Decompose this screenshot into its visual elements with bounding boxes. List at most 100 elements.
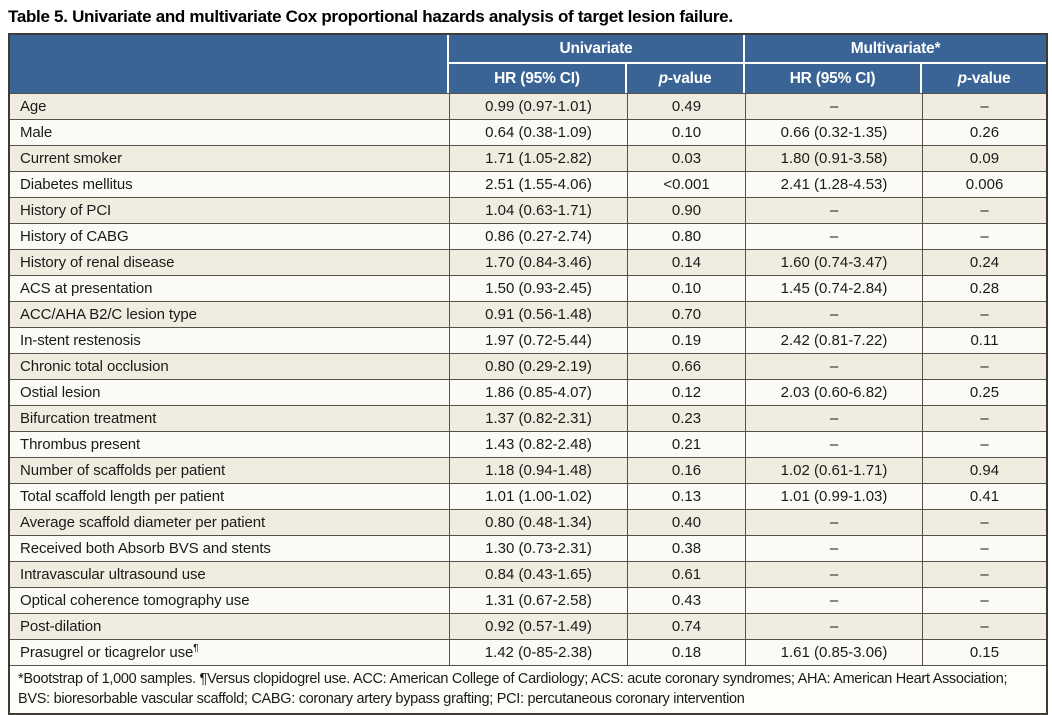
multivariate-hr-cell: – <box>745 405 923 431</box>
multivariate-hr-cell: – <box>745 509 923 535</box>
multivariate-p-value-header: p-value <box>922 64 1047 93</box>
table-row: Received both Absorb BVS and stents 1.30… <box>10 535 1047 561</box>
multivariate-hr-cell: 1.80 (0.91-3.58) <box>745 145 923 171</box>
multivariate-p-cell: 0.24 <box>922 249 1047 275</box>
multivariate-p-cell: 0.28 <box>922 275 1047 301</box>
row-label-cell: Diabetes mellitus <box>10 171 449 197</box>
row-label: Optical coherence tomography use <box>20 592 250 609</box>
univariate-p-cell: 0.12 <box>627 379 746 405</box>
row-label: ACC/AHA B2/C lesion type <box>20 306 197 323</box>
univariate-hr-cell: 0.91 (0.56-1.48) <box>449 301 627 327</box>
univariate-p-cell: <0.001 <box>627 171 746 197</box>
p-label-rest: -value <box>966 69 1011 87</box>
row-label-cell: Male <box>10 119 449 145</box>
row-label-cell: Prasugrel or ticagrelor use¶ <box>10 639 449 665</box>
univariate-hr-cell: 0.64 (0.38-1.09) <box>449 119 627 145</box>
univariate-hr-cell: 1.86 (0.85-4.07) <box>449 379 627 405</box>
table-row: Current smoker 1.71 (1.05-2.82) 0.03 1.8… <box>10 145 1047 171</box>
row-label-cell: Post-dilation <box>10 613 449 639</box>
table-row: History of PCI 1.04 (0.63-1.71) 0.90 – – <box>10 197 1047 223</box>
multivariate-hr-cell: 0.66 (0.32-1.35) <box>745 119 923 145</box>
row-label-cell: Current smoker <box>10 145 449 171</box>
multivariate-group-header: Multivariate* <box>745 35 1047 64</box>
row-label: Male <box>20 124 53 141</box>
multivariate-p-cell: – <box>922 223 1047 249</box>
multivariate-p-cell: 0.25 <box>922 379 1047 405</box>
univariate-p-cell: 0.38 <box>627 535 746 561</box>
multivariate-hr-cell: – <box>745 301 923 327</box>
row-label: Received both Absorb BVS and stents <box>20 540 271 557</box>
p-label-italic: p <box>658 69 668 87</box>
row-label-cell: Average scaffold diameter per patient <box>10 509 449 535</box>
univariate-p-cell: 0.74 <box>627 613 746 639</box>
univariate-hr-cell: 0.92 (0.57-1.49) <box>449 613 627 639</box>
multivariate-hr-cell: 1.01 (0.99-1.03) <box>745 483 923 509</box>
row-label: History of renal disease <box>20 254 175 271</box>
row-label-cell: In-stent restenosis <box>10 327 449 353</box>
table-header: Univariate Multivariate* HR (95% CI) p-v… <box>10 35 1047 93</box>
univariate-hr-cell: 0.80 (0.29-2.19) <box>449 353 627 379</box>
row-label-superscript: ¶ <box>193 643 199 654</box>
univariate-hr-cell: 1.31 (0.67-2.58) <box>449 587 627 613</box>
p-label-rest: -value <box>667 69 712 87</box>
univariate-p-cell: 0.70 <box>627 301 746 327</box>
table-row: Thrombus present 1.43 (0.82-2.48) 0.21 –… <box>10 431 1047 457</box>
univariate-p-cell: 0.03 <box>627 145 746 171</box>
univariate-hr-cell: 1.18 (0.94-1.48) <box>449 457 627 483</box>
multivariate-hr-cell: 1.02 (0.61-1.71) <box>745 457 923 483</box>
multivariate-hr-cell: 1.45 (0.74-2.84) <box>745 275 923 301</box>
univariate-hr-cell: 1.70 (0.84-3.46) <box>449 249 627 275</box>
multivariate-hr-ci-header: HR (95% CI) <box>745 64 923 93</box>
univariate-p-cell: 0.43 <box>627 587 746 613</box>
row-label-cell: History of CABG <box>10 223 449 249</box>
multivariate-p-cell: – <box>922 353 1047 379</box>
multivariate-hr-cell: – <box>745 535 923 561</box>
table-body: Age 0.99 (0.97-1.01) 0.49 – – Male 0.64 … <box>10 93 1047 665</box>
univariate-p-cell: 0.18 <box>627 639 746 665</box>
row-label-cell: Total scaffold length per patient <box>10 483 449 509</box>
table-row: Total scaffold length per patient 1.01 (… <box>10 483 1047 509</box>
multivariate-hr-cell: – <box>745 561 923 587</box>
multivariate-hr-cell: – <box>745 431 923 457</box>
row-label: In-stent restenosis <box>20 332 141 349</box>
row-label-cell: Number of scaffolds per patient <box>10 457 449 483</box>
multivariate-p-cell: – <box>922 301 1047 327</box>
row-label: Post-dilation <box>20 618 102 635</box>
multivariate-p-cell: – <box>922 509 1047 535</box>
table-row: Ostial lesion 1.86 (0.85-4.07) 0.12 2.03… <box>10 379 1047 405</box>
hr-ci-label: HR (95% CI) <box>494 69 580 87</box>
univariate-group-header: Univariate <box>449 35 746 64</box>
table-row: History of renal disease 1.70 (0.84-3.46… <box>10 249 1047 275</box>
row-label: History of PCI <box>20 202 112 219</box>
multivariate-hr-cell: 2.03 (0.60-6.82) <box>745 379 923 405</box>
multivariate-hr-cell: 2.41 (1.28-4.53) <box>745 171 923 197</box>
univariate-hr-cell: 1.71 (1.05-2.82) <box>449 145 627 171</box>
table-row: Chronic total occlusion 0.80 (0.29-2.19)… <box>10 353 1047 379</box>
multivariate-p-cell: – <box>922 197 1047 223</box>
table-title: Table 5. Univariate and multivariate Cox… <box>8 7 733 26</box>
multivariate-hr-cell: – <box>745 197 923 223</box>
table-row: In-stent restenosis 1.97 (0.72-5.44) 0.1… <box>10 327 1047 353</box>
multivariate-p-cell: – <box>922 587 1047 613</box>
row-label-cell: Optical coherence tomography use <box>10 587 449 613</box>
univariate-hr-cell: 0.86 (0.27-2.74) <box>449 223 627 249</box>
univariate-hr-cell: 1.97 (0.72-5.44) <box>449 327 627 353</box>
multivariate-p-cell: – <box>922 431 1047 457</box>
multivariate-p-cell: 0.09 <box>922 145 1047 171</box>
multivariate-hr-cell: 1.61 (0.85-3.06) <box>745 639 923 665</box>
row-label: Average scaffold diameter per patient <box>20 514 266 531</box>
univariate-p-value-header: p-value <box>627 64 746 93</box>
row-label: Diabetes mellitus <box>20 176 133 193</box>
univariate-p-cell: 0.10 <box>627 119 746 145</box>
multivariate-p-cell: – <box>922 535 1047 561</box>
row-label: Bifurcation treatment <box>20 410 157 427</box>
univariate-p-cell: 0.14 <box>627 249 746 275</box>
table-row: History of CABG 0.86 (0.27-2.74) 0.80 – … <box>10 223 1047 249</box>
univariate-hr-cell: 0.80 (0.48-1.34) <box>449 509 627 535</box>
table-row: Diabetes mellitus 2.51 (1.55-4.06) <0.00… <box>10 171 1047 197</box>
table-row: Number of scaffolds per patient 1.18 (0.… <box>10 457 1047 483</box>
row-label-cell: ACS at presentation <box>10 275 449 301</box>
multivariate-hr-cell: – <box>745 223 923 249</box>
table-row: Optical coherence tomography use 1.31 (0… <box>10 587 1047 613</box>
